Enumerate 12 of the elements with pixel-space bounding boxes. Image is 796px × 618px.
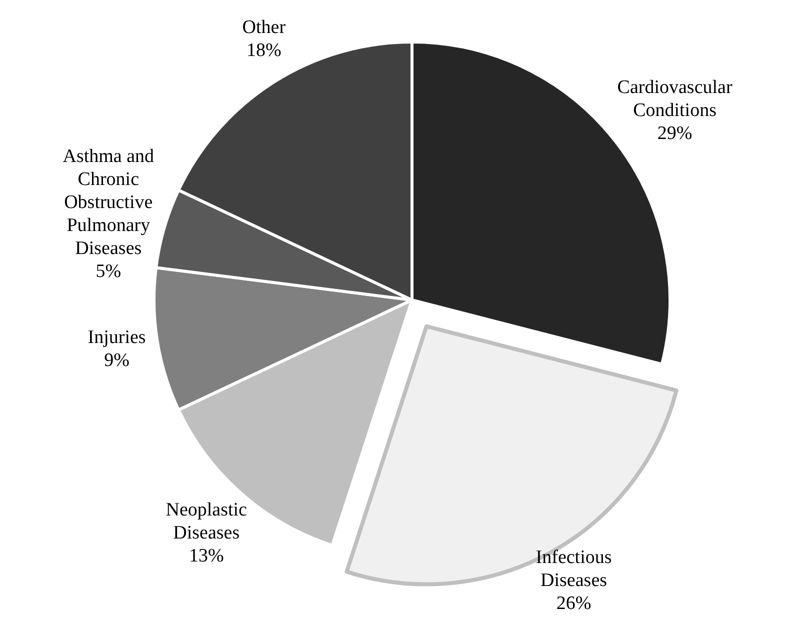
slice-label: Other — [242, 16, 286, 38]
data-label: 26% — [556, 593, 592, 614]
data-label: 29% — [657, 123, 692, 144]
slice-label: Neoplastic Diseases — [166, 500, 247, 544]
slice-label: Cardiovascular Conditions — [617, 77, 733, 121]
slice-label: Infectious Diseases — [536, 547, 612, 591]
data-label: 13% — [188, 546, 224, 567]
slice-label: Injuries — [88, 326, 146, 348]
data-label: 5% — [96, 261, 122, 282]
slice-label: Asthma and Chronic Obstructive Pulmonary Diseases — [62, 146, 155, 260]
data-label: 18% — [246, 40, 282, 61]
data-label: 9% — [104, 350, 130, 371]
